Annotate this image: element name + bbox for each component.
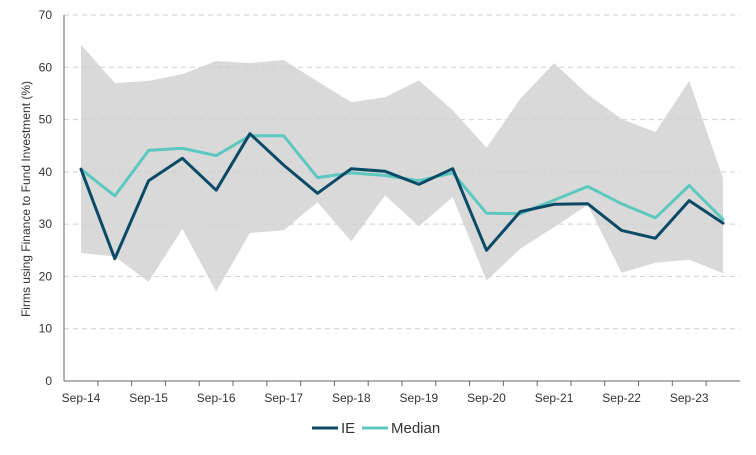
- y-tick-label: 20: [39, 269, 53, 283]
- y-axis-label: Firms using Finance to Fund Investment (…: [19, 81, 33, 317]
- series-line-ie: [79, 132, 725, 261]
- x-tick-label: Sep-20: [467, 391, 506, 405]
- x-tick-label: Sep-17: [264, 391, 303, 405]
- y-tick-label: 10: [39, 322, 53, 336]
- legend-label-ie: IE: [341, 420, 355, 437]
- x-tick-label: Sep-18: [332, 391, 371, 405]
- x-tick-label: Sep-23: [670, 391, 709, 405]
- x-tick-label: Sep-21: [535, 391, 574, 405]
- y-tick-label: 50: [39, 113, 53, 127]
- y-tick-label: 60: [39, 60, 53, 74]
- x-tick-label: Sep-19: [400, 391, 439, 405]
- x-tick-label: Sep-22: [602, 391, 641, 405]
- x-tick-label: Sep-14: [62, 391, 101, 405]
- y-tick-label: 40: [39, 165, 53, 179]
- legend-label-median: Median: [391, 420, 440, 437]
- y-tick-label: 30: [39, 217, 53, 231]
- x-tick-label: Sep-16: [197, 391, 236, 405]
- x-tick-label: Sep-15: [129, 391, 168, 405]
- y-tick-label: 70: [39, 8, 53, 22]
- y-tick-label: 0: [45, 374, 52, 388]
- range-band: [81, 44, 723, 292]
